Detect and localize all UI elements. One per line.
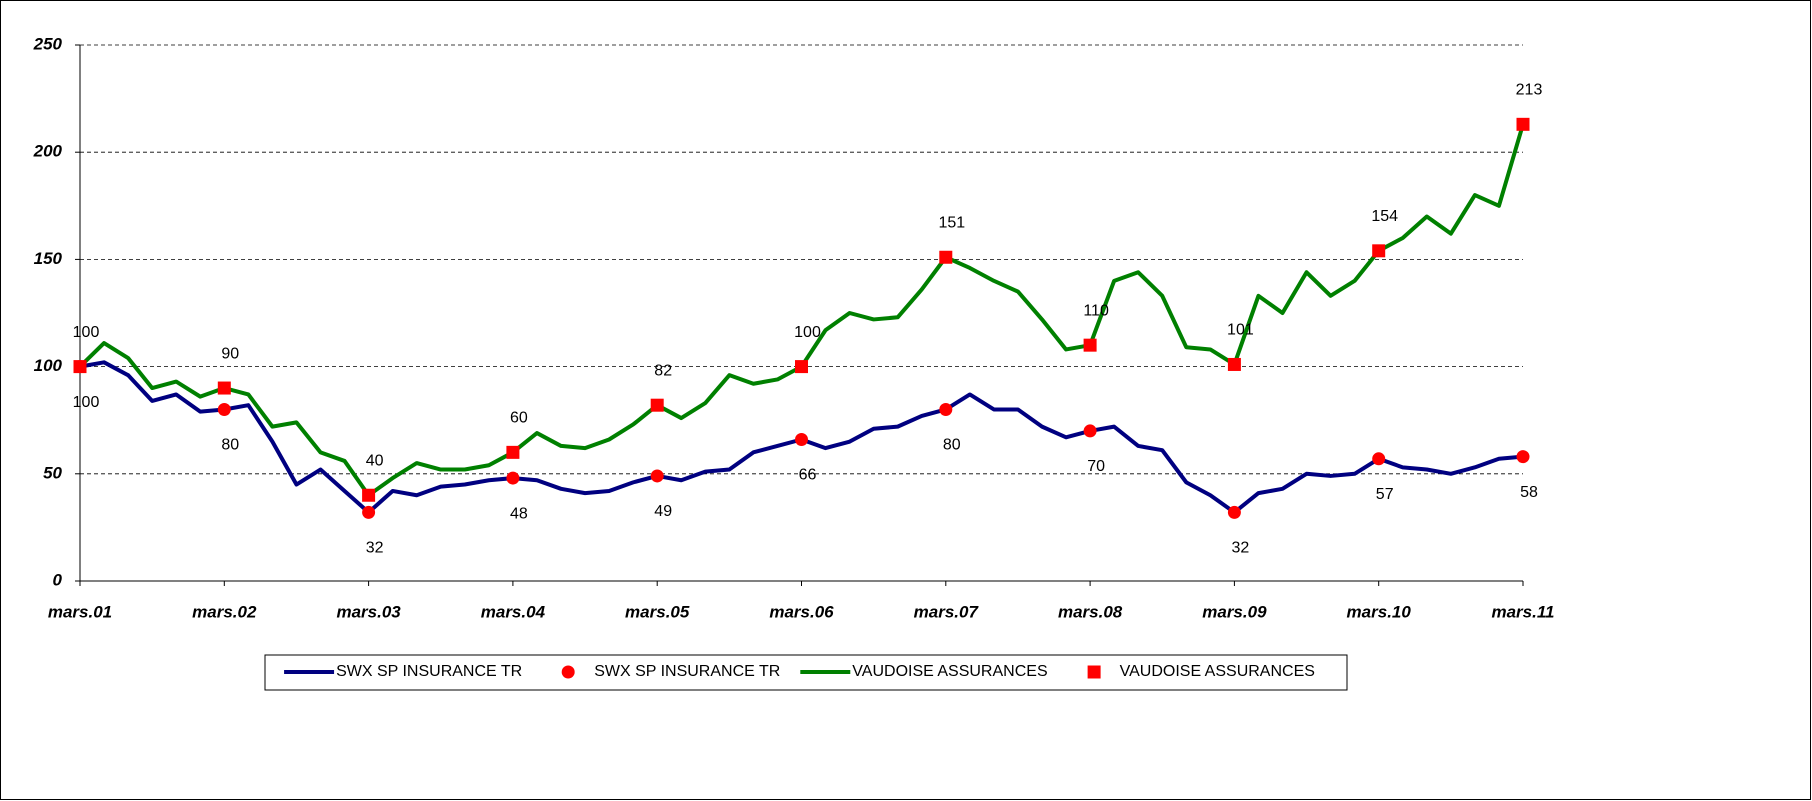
data-label: 49 [654, 503, 672, 520]
data-label: 151 [938, 214, 965, 231]
marker [1227, 505, 1241, 519]
data-label: 80 [943, 437, 961, 454]
x-tick-label: mars.06 [769, 602, 834, 621]
legend-swatch [561, 665, 575, 679]
x-tick-label: mars.04 [481, 602, 546, 621]
marker [1516, 450, 1530, 464]
marker [795, 432, 808, 446]
data-label: 110 [1083, 302, 1109, 319]
legend-swatch [1087, 665, 1101, 679]
data-label: 154 [1371, 208, 1398, 225]
x-tick-label: mars.01 [48, 602, 112, 621]
marker [1083, 338, 1097, 352]
x-tick-label: mars.02 [192, 602, 257, 621]
marker [1083, 424, 1097, 438]
marker [650, 469, 664, 483]
marker [217, 381, 231, 395]
legend-label: SWX SP INSURANCE TR [336, 663, 522, 680]
marker [650, 398, 664, 412]
x-tick-label: mars.07 [914, 602, 980, 621]
x-tick-label: mars.05 [625, 602, 690, 621]
marker [1516, 117, 1530, 131]
data-label: 32 [1232, 540, 1250, 557]
data-label: 70 [1087, 458, 1105, 475]
marker [939, 250, 953, 264]
x-tick-label: mars.11 [1491, 602, 1554, 621]
data-label: 100 [73, 324, 100, 341]
marker [217, 402, 231, 416]
marker [506, 471, 520, 485]
y-tick-label: 250 [33, 34, 63, 53]
data-label: 82 [654, 362, 672, 379]
y-tick-label: 50 [43, 463, 62, 482]
data-label: 40 [366, 452, 384, 469]
marker [1372, 452, 1386, 466]
data-label: 101 [1227, 322, 1254, 339]
data-label: 58 [1520, 484, 1538, 501]
data-label: 60 [510, 410, 528, 427]
legend: SWX SP INSURANCE TR SWX SP INSURANCE TR VA… [264, 654, 1348, 691]
marker [73, 360, 87, 374]
data-label: 213 [1516, 82, 1543, 99]
legend-label: SWX SP INSURANCE TR [594, 663, 780, 680]
marker [939, 402, 953, 416]
marker [362, 488, 376, 502]
marker [1372, 244, 1386, 258]
x-tick-label: mars.10 [1347, 602, 1412, 621]
data-label: 80 [221, 437, 239, 454]
legend-label: VAUDOISE ASSURANCES [1120, 663, 1315, 680]
y-tick-label: 0 [53, 570, 63, 589]
marker [506, 445, 520, 459]
legend-box [264, 654, 1348, 691]
legend-label: VAUDOISE ASSURANCES [852, 663, 1047, 680]
data-label: 100 [73, 394, 100, 411]
marker [362, 505, 376, 519]
data-label: 48 [510, 505, 528, 522]
y-tick-label: 200 [33, 142, 63, 161]
marker [795, 360, 808, 374]
x-tick-label: mars.09 [1202, 602, 1267, 621]
data-label: 57 [1376, 486, 1394, 503]
data-label: 66 [799, 467, 817, 484]
y-tick-label: 100 [34, 356, 63, 375]
marker [1227, 357, 1241, 371]
x-tick-label: mars.08 [1058, 602, 1123, 621]
y-tick-label: 150 [34, 249, 63, 268]
x-tick-label: mars.03 [336, 602, 401, 621]
data-label: 100 [794, 324, 821, 341]
data-label: 32 [366, 540, 384, 557]
data-label: 90 [221, 345, 239, 362]
